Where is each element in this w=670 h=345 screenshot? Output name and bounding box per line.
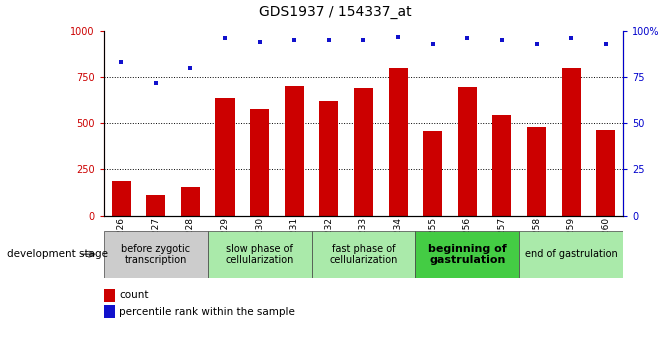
Bar [527,127,546,216]
Bar [208,231,312,278]
Bar [423,131,442,216]
Bar [596,130,615,216]
Bar [320,101,338,216]
Bar [216,98,234,216]
Text: percentile rank within the sample: percentile rank within the sample [119,307,295,317]
Bar [112,180,131,216]
Bar [250,109,269,216]
Bar [146,195,165,216]
Text: slow phase of
cellularization: slow phase of cellularization [225,244,294,265]
Bar [104,231,208,278]
Text: count: count [119,290,149,300]
Text: end of gastrulation: end of gastrulation [525,249,618,259]
Bar [561,68,581,216]
Bar [492,115,511,216]
Text: development stage: development stage [7,249,108,259]
Text: GDS1937 / 154337_at: GDS1937 / 154337_at [259,5,411,19]
Text: fast phase of
cellularization: fast phase of cellularization [329,244,398,265]
Bar [354,88,373,216]
Bar [285,87,304,216]
Bar [312,231,415,278]
Text: beginning of
gastrulation: beginning of gastrulation [428,244,507,265]
Bar [181,187,200,216]
Bar [458,87,477,216]
Text: before zygotic
transcription: before zygotic transcription [121,244,190,265]
Bar [389,68,407,216]
Bar [519,231,623,278]
Bar [415,231,519,278]
